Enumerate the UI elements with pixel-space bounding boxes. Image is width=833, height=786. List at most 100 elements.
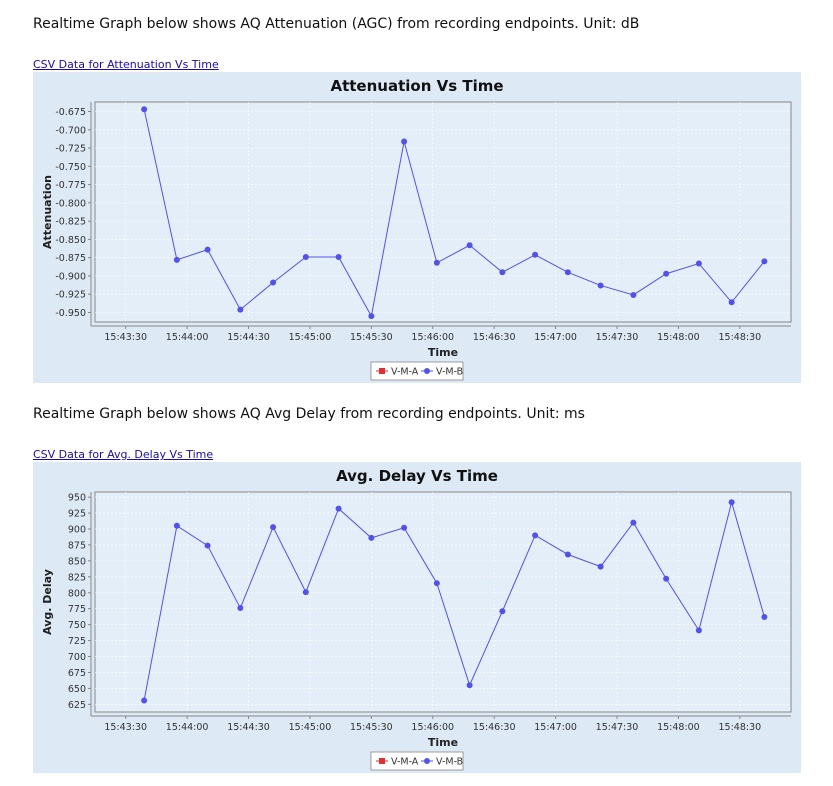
- x-tick-label: 15:46:30: [473, 722, 516, 733]
- x-tick-label: 15:46:00: [411, 332, 454, 343]
- data-point: [597, 563, 604, 570]
- x-tick-label: 15:46:00: [411, 722, 454, 733]
- data-point: [761, 258, 768, 265]
- data-point: [270, 279, 277, 286]
- y-tick-label: 775: [68, 604, 86, 615]
- attenuation-chart-svg: Attenuation Vs Time -0.675 -0.700 -0.725 -0.…: [41, 77, 792, 381]
- x-tick-label: 15:48:00: [657, 332, 700, 343]
- y-tick-label: -0.900: [55, 271, 86, 282]
- data-point: [466, 682, 473, 689]
- legend-label: V-M-B: [436, 367, 463, 378]
- y-tick-label: 825: [68, 572, 86, 583]
- data-point: [663, 270, 670, 277]
- data-point: [728, 499, 735, 506]
- data-point: [401, 138, 408, 145]
- data-point: [663, 575, 670, 582]
- x-axis-title: Time: [428, 346, 458, 359]
- legend-box: [370, 751, 464, 771]
- x-tick-label: 15:44:30: [227, 722, 270, 733]
- x-tick-label: 15:44:00: [166, 722, 209, 733]
- data-point: [237, 306, 244, 313]
- data-point: [597, 282, 604, 289]
- legend-marker-circle: [424, 758, 430, 764]
- data-point: [141, 697, 148, 704]
- attenuation-chart: Attenuation Vs Time -0.675 -0.700 -0.725 -0.…: [33, 72, 801, 383]
- data-point: [335, 253, 342, 260]
- data-point: [173, 256, 180, 263]
- y-tick-label: -0.725: [55, 144, 86, 155]
- y-tick-label: -0.775: [55, 180, 86, 191]
- chart-title: Attenuation Vs Time: [330, 77, 503, 95]
- y-tick-label: 900: [68, 524, 86, 535]
- data-point: [564, 551, 571, 558]
- delay-csv-link[interactable]: CSV Data for Avg. Delay Vs Time: [33, 448, 214, 461]
- data-point: [532, 251, 539, 258]
- delay-description: Realtime Graph below shows AQ Avg Delay …: [33, 406, 585, 422]
- y-tick-label: 800: [68, 588, 86, 599]
- data-point: [302, 589, 309, 596]
- data-point: [433, 580, 440, 587]
- x-tick-label: 15:47:00: [534, 332, 577, 343]
- delay-chart: Avg. Delay Vs Time 950 925 900 875 850 825 800 7…: [33, 462, 801, 773]
- series-line-v-m-b: [143, 500, 765, 701]
- x-tick-label: 15:47:30: [596, 332, 639, 343]
- y-tick-label: -0.875: [55, 253, 86, 264]
- y-tick-label: 750: [68, 620, 86, 631]
- legend-box: [370, 361, 464, 381]
- legend-marker-circle: [424, 368, 430, 374]
- x-tick-label: 15:44:30: [227, 332, 270, 343]
- legend-marker-square: [379, 368, 385, 374]
- y-axis-title: Attenuation: [41, 175, 54, 249]
- y-tick-label: 725: [68, 636, 86, 647]
- x-tick-label: 15:44:00: [166, 332, 209, 343]
- legend: V-M-A V-M-B: [370, 361, 464, 381]
- x-tick-label: 15:43:30: [104, 332, 147, 343]
- legend-label: V-M-A: [391, 757, 419, 768]
- data-point: [141, 106, 148, 113]
- x-tick-label: 15:48:00: [657, 722, 700, 733]
- data-point: [270, 524, 277, 531]
- x-tick-label: 15:48:30: [718, 722, 761, 733]
- data-point: [237, 605, 244, 612]
- series-line-v-m-b: [143, 109, 765, 318]
- y-tick-label: -0.950: [55, 308, 86, 319]
- plot-area: [94, 101, 792, 323]
- data-point: [695, 260, 702, 267]
- data-point: [173, 522, 180, 529]
- data-point: [564, 269, 571, 276]
- data-point: [368, 534, 375, 541]
- x-tick-label: 15:45:00: [289, 332, 332, 343]
- y-tick-label: -0.700: [55, 125, 86, 136]
- data-point: [630, 519, 637, 526]
- attenuation-csv-link[interactable]: CSV Data for Attenuation Vs Time: [33, 58, 219, 71]
- data-point: [335, 505, 342, 512]
- data-point: [204, 542, 211, 549]
- y-axis-title: Avg. Delay: [41, 569, 54, 635]
- x-tick-label: 15:45:00: [289, 722, 332, 733]
- attenuation-description: Realtime Graph below shows AQ Attenuatio…: [33, 16, 640, 32]
- x-tick-label: 15:45:30: [350, 722, 393, 733]
- data-point: [630, 291, 637, 298]
- y-tick-label: -0.825: [55, 217, 86, 228]
- data-point: [728, 299, 735, 306]
- x-tick-label: 15:47:00: [534, 722, 577, 733]
- chart-title: Avg. Delay Vs Time: [336, 467, 498, 485]
- x-tick-label: 15:47:30: [596, 722, 639, 733]
- legend: V-M-A V-M-B: [370, 751, 464, 771]
- y-tick-label: 925: [68, 509, 86, 520]
- y-tick-label: 875: [68, 540, 86, 551]
- y-tick-label: -0.925: [55, 290, 86, 301]
- data-point: [466, 242, 473, 249]
- legend-label: V-M-B: [436, 757, 463, 768]
- data-point: [433, 259, 440, 266]
- y-tick-label: -0.800: [55, 198, 86, 209]
- data-point: [401, 524, 408, 531]
- x-tick-label: 15:46:30: [473, 332, 516, 343]
- x-axis-title: Time: [428, 736, 458, 749]
- y-tick-label: -0.750: [55, 162, 86, 173]
- y-tick-label: 850: [68, 556, 86, 567]
- delay-chart-svg: Avg. Delay Vs Time 950 925 900 875 850 825 800 7…: [41, 467, 792, 771]
- legend-label: V-M-A: [391, 367, 419, 378]
- y-tick-label: 675: [68, 668, 86, 679]
- x-tick-label: 15:43:30: [104, 722, 147, 733]
